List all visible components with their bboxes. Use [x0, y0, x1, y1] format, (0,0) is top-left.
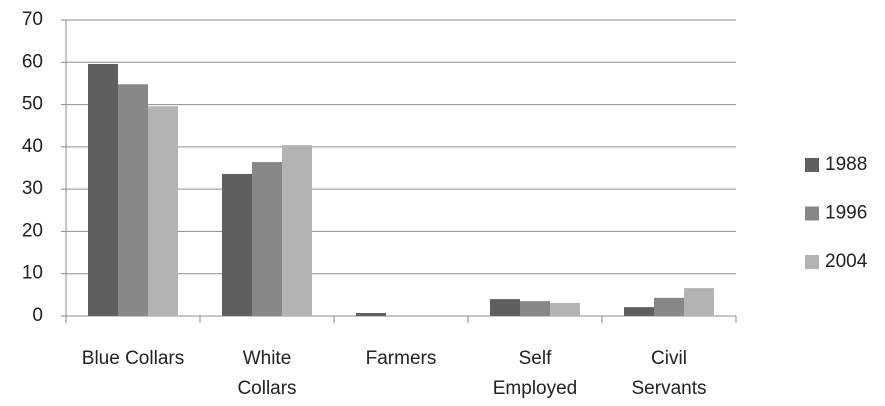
y-tick-label: 70	[22, 9, 43, 30]
y-tick-label: 50	[22, 94, 43, 115]
y-tick-label: 40	[22, 136, 43, 157]
bar	[684, 288, 714, 316]
bar	[282, 145, 312, 316]
legend-swatch	[805, 255, 819, 269]
x-tick-label: White Collars	[237, 348, 297, 399]
legend-label: 2004	[825, 251, 868, 272]
bar	[88, 63, 118, 316]
x-tick-label: Self Employed	[492, 348, 578, 399]
y-tick-label: 0	[32, 305, 43, 326]
bar	[654, 297, 684, 316]
legend-swatch	[805, 206, 819, 221]
bar	[550, 302, 580, 316]
bar	[118, 84, 148, 316]
y-tick-label: 60	[22, 51, 43, 72]
bar	[252, 162, 282, 316]
y-tick-label: 30	[22, 178, 43, 199]
bar	[148, 106, 178, 317]
y-tick-label: 20	[22, 220, 43, 241]
legend-label: 1996	[825, 203, 867, 224]
x-tick-label: Farmers	[365, 348, 437, 369]
bar	[356, 313, 386, 316]
x-tick-label: Civil Servants	[631, 348, 707, 399]
bar	[222, 173, 252, 316]
bar	[520, 301, 550, 316]
legend-swatch	[805, 158, 819, 172]
bar	[490, 299, 520, 316]
x-tick-label: Blue Collars	[81, 348, 185, 369]
y-tick-label: 10	[22, 263, 43, 284]
bar	[624, 307, 654, 316]
legend-label: 1988	[825, 154, 867, 175]
